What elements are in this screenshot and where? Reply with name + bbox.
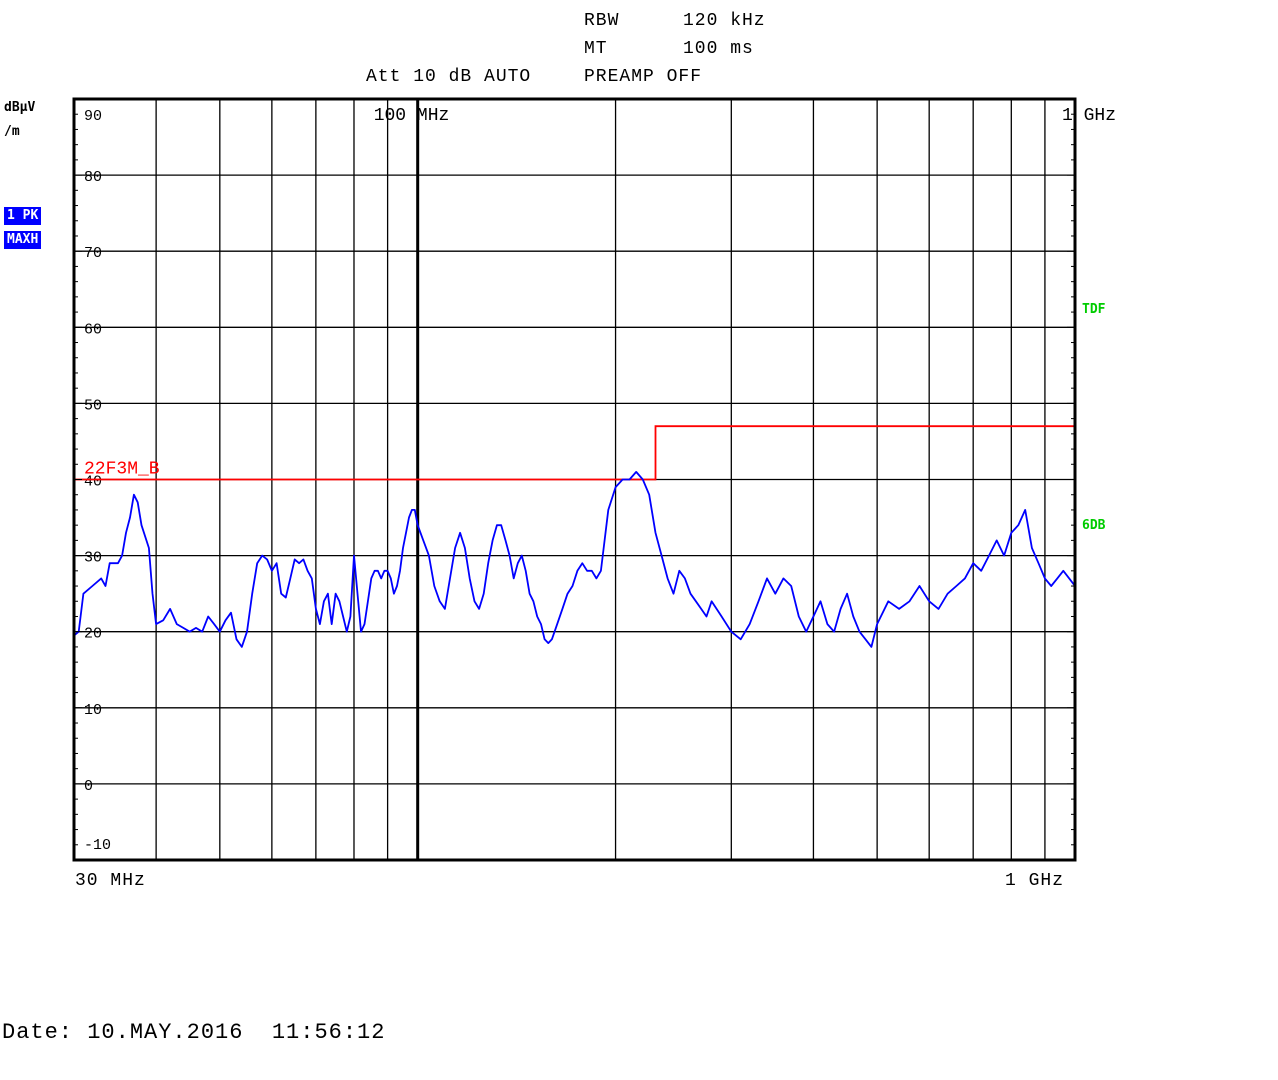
y-tick-label: 20 [84,626,102,643]
y-tick-label: 40 [84,474,102,491]
y-tick-label: 60 [84,321,102,338]
y-tick-label: 90 [84,108,102,125]
trace-group [73,470,1076,648]
x-top-label: 100 MHz [374,106,450,126]
six-db-label: 6DB [1082,518,1106,533]
unit-label-line1: dBµV [4,100,36,115]
date-stamp: Date: 10.MAY.2016 11:56:12 [2,1020,386,1045]
start-frequency-label: 30 MHz [75,871,146,891]
limit-line [74,425,1075,481]
y-tick-label: 50 [84,397,102,414]
rbw-label: RBW [584,11,620,31]
y-tick-label: -10 [84,837,111,854]
y-tick-label: 10 [84,702,102,719]
trace-line [73,470,1076,648]
mt-label: MT [584,39,608,59]
y-tick-label: 0 [84,778,93,795]
trace-badge: 1 PK [4,207,42,225]
tdf-label: TDF [1082,302,1106,317]
preamp-readout: PREAMP OFF [584,67,703,87]
rbw-value: 120 kHz [683,11,766,31]
mt-value: 100 ms [683,39,754,59]
unit-label-line2: /m [4,124,20,139]
limit-line-group: 22F3M_B [74,425,1075,481]
y-tick-label: 70 [84,245,102,262]
chart-frame-group [72,97,1077,862]
limit-line-label: 22F3M_B [84,460,160,480]
y-tick-label: 30 [84,550,102,567]
y-tick-label: 80 [84,169,102,186]
x-top-label: 1 GHz [1062,106,1116,126]
stop-frequency-label: 1 GHz [1005,871,1065,891]
mode-badge: MAXH [4,231,42,249]
attenuation-readout: Att 10 dB AUTO [366,67,532,87]
